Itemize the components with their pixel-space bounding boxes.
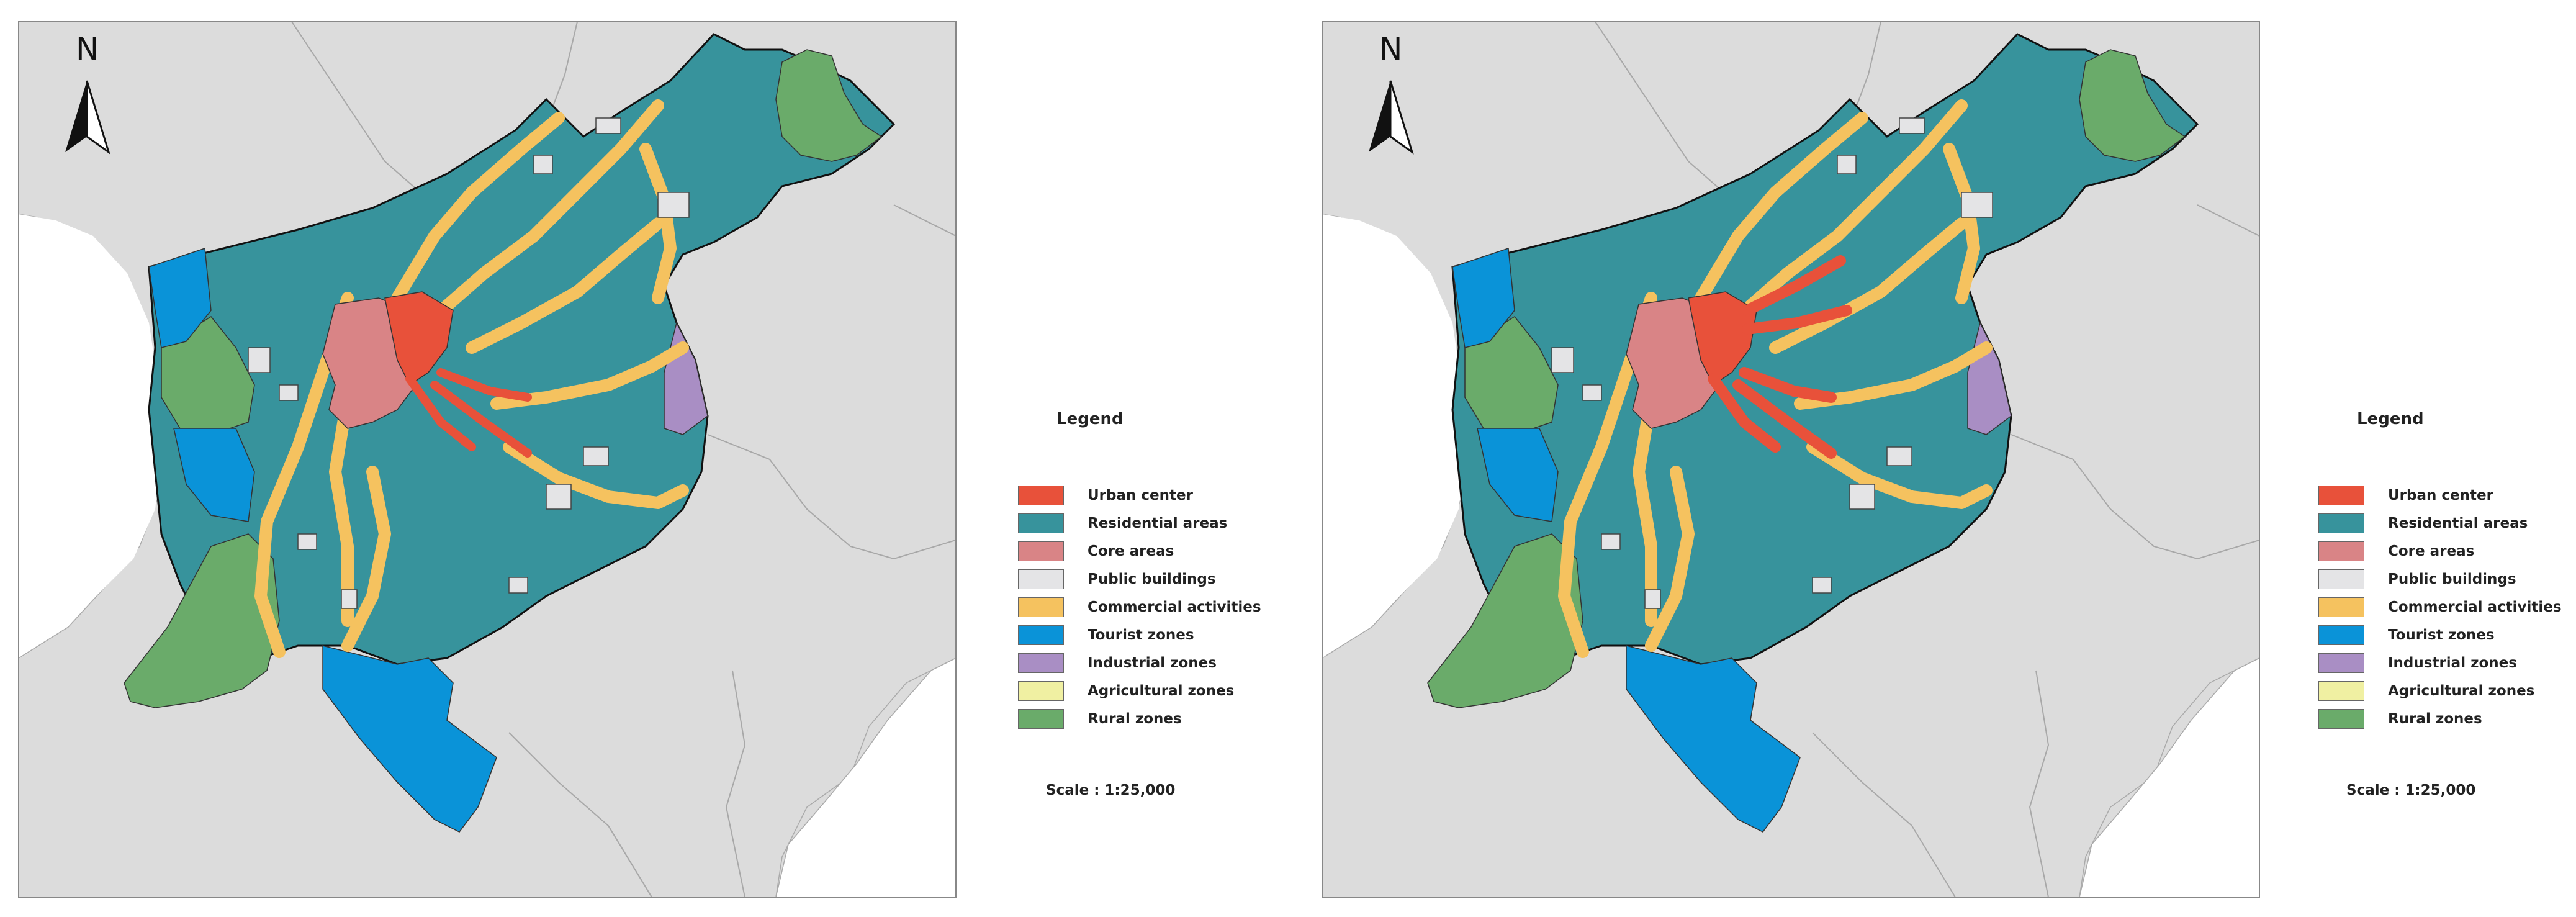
legend-swatch: [2318, 486, 2364, 505]
legend-item-agricultural-zones: Agricultural zones: [1018, 680, 1234, 702]
legend-swatch: [1018, 569, 1064, 589]
legend-label: Urban center: [2388, 487, 2493, 504]
legend-label: Public buildings: [1088, 571, 1216, 587]
sea-bay: [2079, 657, 2259, 897]
scale-label: Scale : 1:25,000: [2346, 782, 2476, 798]
tourist-zone-northwest: [148, 247, 212, 348]
map-canvas: [18, 21, 957, 898]
map-border: [1322, 21, 2260, 898]
legend-item-commercial-activities: Commercial activities: [2318, 596, 2562, 618]
rural-zone-west: [1464, 316, 1559, 435]
legend-swatch: [2318, 597, 2364, 617]
map-panel-right: N Legend Urban center Residential areas …: [1288, 0, 2576, 917]
north-label: N: [1379, 31, 1403, 67]
legend-swatch: [1018, 653, 1064, 673]
north-label: N: [76, 31, 99, 67]
tourist-zone-northwest: [1452, 247, 1515, 348]
legend-label: Industrial zones: [2388, 655, 2517, 671]
map-panel-left: N Legend Urban center Residential areas …: [18, 21, 1261, 898]
legend-item-commercial-activities: Commercial activities: [1018, 596, 1261, 618]
legend-swatch: [2318, 569, 2364, 589]
legend-item-industrial-zones: Industrial zones: [1018, 652, 1217, 674]
legend-label: Urban center: [1088, 487, 1193, 504]
legend-label: Rural zones: [2388, 711, 2482, 727]
legend-item-tourist-zones: Tourist zones: [1018, 624, 1194, 646]
legend-swatch: [2318, 653, 2364, 673]
legend-label: Public buildings: [2388, 571, 2516, 587]
urban-center: [384, 291, 454, 386]
municipality-area: [1427, 33, 2199, 833]
tourist-zone-south: [322, 645, 497, 833]
urban-center-corridors: [405, 368, 532, 458]
boundary-lines: [291, 22, 956, 897]
legend-label: Commercial activities: [1088, 599, 1261, 615]
sea-area: [1322, 214, 1466, 658]
scale-label: Scale : 1:25,000: [1046, 782, 1176, 798]
legend-swatch: [1018, 597, 1064, 617]
legend-item-urban-center: Urban center: [1018, 484, 1193, 507]
legend-swatch: [2318, 541, 2364, 561]
tourist-zone-south: [1626, 645, 1801, 833]
legend-label: Rural zones: [1088, 711, 1182, 727]
legend-swatch: [2318, 681, 2364, 701]
legend-label: Industrial zones: [1088, 655, 1217, 671]
urban-center: [1688, 291, 1757, 386]
sea-area: [19, 214, 163, 658]
legend-label: Core areas: [1088, 543, 1174, 559]
legend-item-tourist-zones: Tourist zones: [2318, 624, 2495, 646]
legend-title: Legend: [2357, 410, 2424, 428]
legend-label: Tourist zones: [1088, 627, 1194, 643]
legend-label: Tourist zones: [2388, 627, 2495, 643]
legend-item-agricultural-zones: Agricultural zones: [2318, 680, 2534, 702]
rural-zone-northeast: [2079, 49, 2186, 162]
legend-item-residential-areas: Residential areas: [1018, 512, 1227, 535]
map-canvas: [1322, 21, 2260, 898]
legend-label: Core areas: [2388, 543, 2475, 559]
rural-zone-west: [161, 316, 255, 435]
north-arrow-icon: [1369, 80, 1414, 155]
legend-label: Residential areas: [2388, 515, 2528, 531]
legend-label: Commercial activities: [2388, 599, 2562, 615]
map-border: [18, 21, 957, 898]
legend-swatch: [1018, 486, 1064, 505]
legend-item-public-buildings: Public buildings: [1018, 568, 1216, 590]
legend-item-rural-zones: Rural zones: [2318, 708, 2482, 730]
urban-center-corridors: [1708, 255, 1852, 459]
legend-label: Residential areas: [1088, 515, 1228, 531]
legend-swatch: [2318, 709, 2364, 729]
legend-swatch: [1018, 625, 1064, 645]
legend-swatch: [1018, 681, 1064, 701]
legend-item-industrial-zones: Industrial zones: [2318, 652, 2517, 674]
tourist-zone-west: [1477, 428, 1559, 522]
legend-item-core-areas: Core areas: [2318, 540, 2474, 562]
legend-swatch: [2318, 513, 2364, 533]
north-arrow-icon: [65, 80, 110, 155]
legend-item-core-areas: Core areas: [1018, 540, 1174, 562]
legend-item-rural-zones: Rural zones: [1018, 708, 1182, 730]
legend-label: Agricultural zones: [1088, 683, 1235, 699]
legend-label: Agricultural zones: [2388, 683, 2535, 699]
legend-swatch: [1018, 709, 1064, 729]
legend-item-public-buildings: Public buildings: [2318, 568, 2516, 590]
legend-title: Legend: [1056, 410, 1124, 428]
legend-swatch: [1018, 513, 1064, 533]
tourist-zone-west: [173, 428, 255, 522]
public-buildings: [1551, 117, 1993, 609]
legend-item-urban-center: Urban center: [2318, 484, 2493, 507]
sea-bay: [775, 657, 956, 897]
legend-item-residential-areas: Residential areas: [2318, 512, 2528, 535]
municipality-area: [124, 33, 896, 833]
public-buildings: [248, 117, 690, 609]
legend-swatch: [2318, 625, 2364, 645]
legend-swatch: [1018, 541, 1064, 561]
rural-zone-northeast: [775, 49, 883, 162]
